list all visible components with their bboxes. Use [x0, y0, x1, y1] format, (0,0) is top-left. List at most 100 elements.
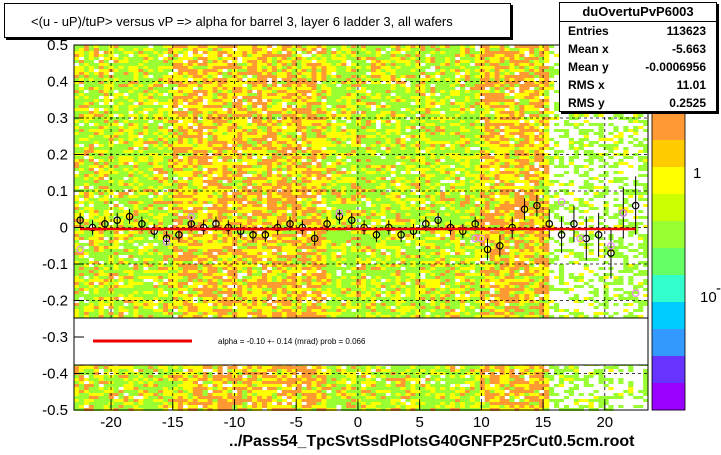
heatmap-cell [242, 291, 248, 294]
heatmap-cell [98, 177, 104, 180]
heatmap-cell [98, 315, 104, 318]
heatmap-cell [247, 147, 253, 150]
heatmap-cell [232, 264, 238, 267]
heatmap-cell [83, 267, 90, 270]
heatmap-cell [103, 264, 109, 267]
heatmap-cell [197, 159, 203, 162]
heatmap-cell [78, 51, 85, 54]
heatmap-cell [123, 78, 129, 81]
heatmap-cell [108, 282, 114, 285]
heatmap-cell [163, 186, 169, 189]
heatmap-cell [276, 141, 283, 144]
heatmap-cell [103, 390, 109, 393]
heatmap-cell [143, 180, 149, 183]
heatmap-cell [267, 126, 273, 129]
heatmap-cell [173, 57, 179, 60]
heatmap-cell [88, 165, 94, 168]
heatmap-cell [222, 258, 228, 261]
heatmap-cell [222, 315, 228, 318]
heatmap-cell [113, 240, 119, 243]
heatmap-cell [93, 90, 99, 93]
heatmap-cell [83, 114, 90, 117]
heatmap-cell [128, 255, 134, 258]
heatmap-cell [143, 66, 149, 69]
heatmap-cell [78, 120, 85, 123]
heatmap-cell [83, 135, 90, 138]
heatmap-cell [207, 174, 213, 177]
heatmap-cell [222, 132, 228, 135]
heatmap-cell [212, 381, 218, 384]
heatmap-cell [143, 252, 149, 255]
heatmap-cell [138, 189, 144, 192]
heatmap-cell [173, 141, 179, 144]
heatmap-cell [138, 114, 144, 117]
heatmap-cell [78, 114, 85, 117]
heatmap-cell [192, 276, 198, 279]
heatmap-cell [222, 165, 228, 168]
heatmap-cell [212, 378, 218, 381]
heatmap-cell [192, 183, 198, 186]
heatmap-cell [138, 126, 144, 129]
heatmap-cell [118, 213, 124, 216]
heatmap-cell [83, 258, 90, 261]
heatmap-cell [113, 210, 119, 213]
heatmap-cell [74, 273, 80, 276]
heatmap-cell [108, 216, 114, 219]
heatmap-cell [262, 63, 268, 66]
heatmap-cell [232, 387, 238, 390]
heatmap-cell [207, 297, 213, 300]
heatmap-cell [257, 84, 263, 87]
heatmap-cell [182, 171, 189, 174]
heatmap-cell [257, 45, 263, 48]
heatmap-cell [257, 150, 263, 153]
heatmap-cell [74, 132, 80, 135]
heatmap-cell [212, 135, 218, 138]
heatmap-cell [267, 72, 273, 75]
heatmap-cell [262, 300, 268, 303]
heatmap-cell [207, 195, 213, 198]
heatmap-cell [78, 207, 85, 210]
heatmap-cell [276, 81, 283, 84]
heatmap-cell [212, 147, 218, 150]
heatmap-cell [148, 219, 154, 222]
heatmap-cell [78, 264, 85, 267]
heatmap-cell [267, 210, 273, 213]
heatmap-cell [138, 57, 144, 60]
heatmap-cell [212, 156, 218, 159]
heatmap-cell [98, 312, 104, 315]
heatmap-cell [192, 219, 198, 222]
heatmap-cell [177, 57, 184, 60]
heatmap-cell [133, 231, 139, 234]
heatmap-cell [212, 243, 218, 246]
heatmap-cell [237, 237, 243, 240]
heatmap-cell [123, 285, 129, 288]
heatmap-cell [257, 222, 263, 225]
heatmap-cell [133, 63, 139, 66]
heatmap-cell [257, 156, 263, 159]
heatmap-cell [128, 276, 134, 279]
heatmap-cell [103, 123, 109, 126]
heatmap-cell [168, 111, 174, 114]
heatmap-cell [143, 84, 149, 87]
heatmap-cell [232, 393, 238, 396]
heatmap-cell [187, 216, 193, 219]
heatmap-cell [271, 390, 278, 393]
heatmap-cell [276, 177, 283, 180]
heatmap-cell [98, 381, 104, 384]
heatmap-cell [158, 288, 164, 291]
heatmap-cell [153, 150, 159, 153]
heatmap-cell [118, 210, 124, 213]
heatmap-cell [267, 222, 273, 225]
heatmap-cell [252, 234, 258, 237]
heatmap-cell [133, 177, 139, 180]
heatmap-cell [222, 66, 228, 69]
heatmap-cell [177, 291, 184, 294]
heatmap-cell [232, 273, 238, 276]
heatmap-cell [123, 108, 129, 111]
heatmap-cell [133, 384, 139, 387]
heatmap-cell [98, 294, 104, 297]
heatmap-cell [168, 399, 174, 402]
heatmap-cell [281, 294, 287, 297]
heatmap-cell [153, 114, 159, 117]
heatmap-cell [118, 165, 124, 168]
